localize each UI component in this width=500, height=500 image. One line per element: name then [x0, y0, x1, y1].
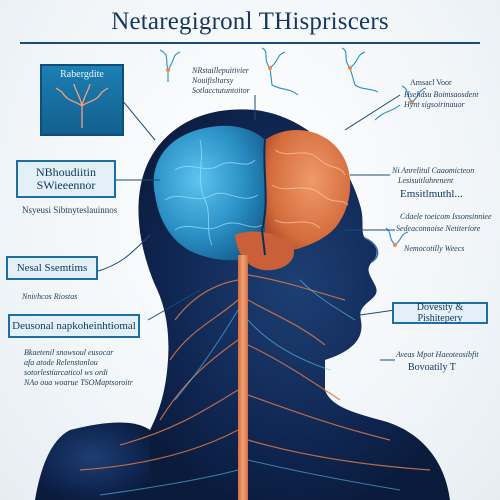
- bottom-left-note-2: afa atode Relenstonlou: [24, 358, 98, 367]
- top-center-note-3: Sotlacctutuntoitor: [192, 86, 250, 95]
- spinal-cord: [238, 255, 248, 500]
- mid-left-box-line1: NBhoudiitin: [35, 165, 96, 179]
- right-mid-heading: Emsitlmuthl...: [400, 188, 463, 200]
- top-center-note-2: Nouifisltarsy: [192, 76, 234, 85]
- nerve-network: [79, 274, 431, 471]
- bottom-right-label: Dovesity & Pishitepery: [416, 302, 464, 324]
- neural-system-box: Nesal Ssemtims: [6, 256, 98, 280]
- right-mid-note-2: Lesisuitlahrenent: [398, 176, 454, 185]
- page-title: Netaregigronl THispriscers: [111, 8, 389, 35]
- right-low-note-2: Sedeaconnoise Netiteriore: [396, 224, 481, 233]
- mid-left-box-line2: SWieeennor: [36, 178, 96, 192]
- bottom-left-note-3: sotorlestiarcaticol ws ordi: [24, 368, 108, 377]
- title-underline: [20, 42, 480, 44]
- bottom-left-box: Deusonal napkoheinhtiomal: [8, 314, 140, 338]
- bottom-right-note-1: Aveas Mpot Haeoteosibfit: [396, 350, 479, 359]
- top-center-note-1: NRstaillepuitivier: [192, 66, 249, 75]
- bottom-right-note-2: Bovoatily T: [408, 362, 456, 373]
- bottom-left-label: Deusonal napkoheinhtiomal: [12, 320, 136, 332]
- neuron-tree-icon: [55, 83, 109, 128]
- bottom-left-note-1: Bkaetenil snowsoul eusocar: [24, 348, 114, 357]
- left-mini-note: Nnivhcos Riostas: [22, 292, 78, 301]
- right-low-note-3: Nemocotilly Weecs: [404, 244, 465, 253]
- mid-left-subtitle: Nsyeusi Sibtnyteslauinnos: [22, 205, 118, 215]
- connector-lines: [94, 94, 401, 361]
- top-right-note-3: Hynt sigsoirinauor: [404, 100, 465, 109]
- right-mid-note-1: Ni Anrelitul Caaomicteon: [392, 166, 475, 175]
- top-left-box: Rabergdite: [40, 64, 124, 136]
- bottom-right-box: Dovesity & Pishitepery: [392, 302, 488, 324]
- right-low-note-1: Cdaele toeicom Issonsinniee: [400, 212, 492, 221]
- bottom-left-note-4: NAo oua woarue TSOMaptsoroitr: [24, 378, 133, 387]
- mid-left-box: NBhoudiitin SWieeennor: [16, 160, 116, 198]
- top-right-note-2: Hsehdsu Boimsaosdent: [404, 90, 479, 99]
- top-right-note-1: Amsacl Voor: [410, 78, 452, 87]
- neural-system-label: Nesal Ssemtims: [16, 262, 88, 274]
- brain: [153, 125, 351, 271]
- top-left-box-label: Rabergdite: [60, 69, 104, 80]
